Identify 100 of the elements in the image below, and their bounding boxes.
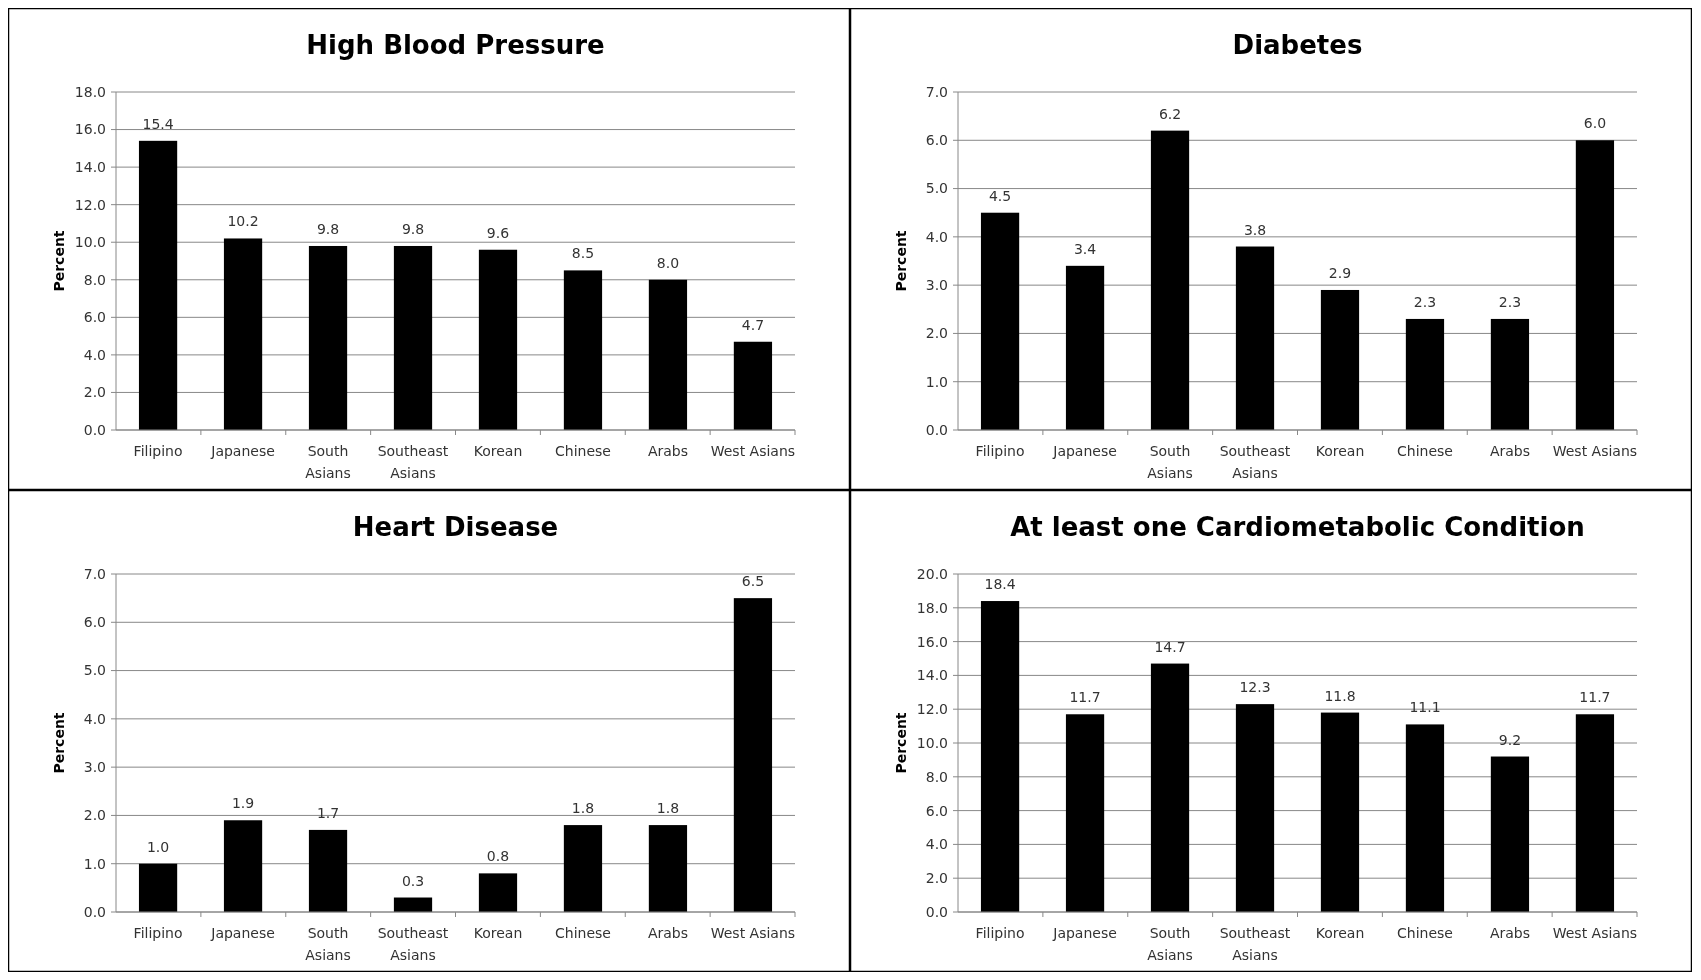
bar xyxy=(393,245,433,430)
chart-title: At least one Cardiometabolic Condition xyxy=(1010,512,1585,542)
x-tick-label: Southeast Asians xyxy=(1219,443,1291,481)
x-tick-label: Filipino xyxy=(975,443,1025,459)
x-tick-label: Filipino xyxy=(975,925,1025,941)
bar xyxy=(1150,130,1190,430)
y-axis-title: Percent xyxy=(893,712,909,774)
chart-title: Heart Disease xyxy=(352,512,559,542)
data-label: 6.0 xyxy=(1583,115,1607,132)
x-tick-label: Japanese xyxy=(210,443,275,459)
y-tick-label: 3.0 xyxy=(83,759,106,776)
bar xyxy=(563,270,603,430)
y-tick-label: 18.0 xyxy=(916,599,948,616)
data-label: 4.5 xyxy=(988,187,1012,204)
data-label: 11.1 xyxy=(1409,699,1441,716)
bar xyxy=(980,212,1020,430)
y-tick-label: 12.0 xyxy=(74,196,106,213)
bar xyxy=(223,238,263,430)
bar xyxy=(980,601,1020,912)
data-label: 3.4 xyxy=(1073,240,1097,257)
y-tick-label: 14.0 xyxy=(74,159,106,176)
data-label: 9.8 xyxy=(316,220,340,237)
bar xyxy=(223,820,263,912)
y-tick-label: 10.0 xyxy=(74,234,106,251)
y-axis-title: Percent xyxy=(51,230,67,292)
data-label: 12.3 xyxy=(1239,679,1271,696)
data-label: 0.3 xyxy=(401,872,425,889)
x-tick-label: Chinese xyxy=(1397,443,1453,459)
x-tick-label: Southeast Asians xyxy=(377,925,449,963)
data-label: 4.7 xyxy=(741,316,765,333)
y-tick-label: 6.0 xyxy=(925,132,948,149)
y-tick-label: 5.0 xyxy=(925,180,948,197)
bar xyxy=(308,829,348,912)
x-tick-label: Chinese xyxy=(1397,925,1453,941)
bar xyxy=(1065,265,1105,430)
x-tick-label: Arabs xyxy=(647,925,688,941)
y-tick-label: 2.0 xyxy=(925,325,948,342)
chart-title: High Blood Pressure xyxy=(306,30,605,60)
data-label: 1.0 xyxy=(146,838,170,855)
bar xyxy=(1235,704,1275,912)
x-tick-label: Chinese xyxy=(555,443,611,459)
data-label: 1.8 xyxy=(571,800,595,817)
x-tick-label: Arabs xyxy=(1489,925,1530,941)
y-tick-label: 2.0 xyxy=(925,870,948,887)
y-tick-label: 7.0 xyxy=(83,565,106,582)
y-tick-label: 5.0 xyxy=(83,662,106,679)
x-tick-label: Chinese xyxy=(555,925,611,941)
bar xyxy=(1065,714,1105,912)
y-tick-label: 3.0 xyxy=(925,277,948,294)
y-tick-label: 0.0 xyxy=(925,421,948,438)
y-tick-label: 1.0 xyxy=(925,373,948,390)
y-tick-label: 6.0 xyxy=(83,309,106,326)
data-label: 10.2 xyxy=(227,213,259,230)
y-tick-label: 18.0 xyxy=(74,83,106,100)
data-label: 0.8 xyxy=(486,848,510,865)
data-label: 9.8 xyxy=(401,220,425,237)
bar xyxy=(1490,318,1530,430)
x-tick-label: Filipino xyxy=(133,443,183,459)
y-axis-title: Percent xyxy=(51,712,67,774)
bar xyxy=(648,279,688,430)
bar xyxy=(1320,712,1360,912)
y-tick-label: 16.0 xyxy=(916,633,948,650)
bar xyxy=(1575,140,1615,430)
x-tick-label: West Asians xyxy=(1552,443,1638,459)
data-label: 1.8 xyxy=(656,800,680,817)
y-tick-label: 12.0 xyxy=(916,701,948,718)
x-tick-label: Japanese xyxy=(1052,925,1117,941)
bar xyxy=(1235,246,1275,430)
y-axis-title: Percent xyxy=(893,230,909,292)
data-label: 11.8 xyxy=(1324,687,1356,704)
chart-title: Diabetes xyxy=(1232,30,1363,60)
x-tick-label: Korean xyxy=(473,925,523,941)
x-tick-label: Arabs xyxy=(1489,443,1530,459)
y-tick-label: 2.0 xyxy=(83,807,106,824)
data-label: 14.7 xyxy=(1154,638,1186,655)
y-tick-label: 10.0 xyxy=(916,734,948,751)
x-tick-label: Japanese xyxy=(1052,443,1117,459)
data-label: 3.8 xyxy=(1243,221,1267,238)
bar xyxy=(308,245,348,430)
bar xyxy=(478,249,518,430)
x-tick-label: Southeast Asians xyxy=(1219,925,1291,963)
x-tick-label: Korean xyxy=(1315,443,1365,459)
bar xyxy=(138,863,178,912)
bar xyxy=(1150,663,1190,912)
x-tick-label: Korean xyxy=(1315,925,1365,941)
data-label: 11.7 xyxy=(1069,689,1101,706)
y-tick-label: 0.0 xyxy=(925,903,948,920)
data-label: 18.4 xyxy=(984,576,1016,593)
y-tick-label: 8.0 xyxy=(83,271,106,288)
x-tick-label: South Asians xyxy=(1147,443,1193,481)
bar xyxy=(733,341,773,430)
x-tick-label: South Asians xyxy=(305,925,351,963)
bar xyxy=(1320,289,1360,430)
x-tick-label: South Asians xyxy=(1147,925,1193,963)
y-tick-label: 0.0 xyxy=(83,421,106,438)
data-label: 2.9 xyxy=(1328,264,1352,281)
x-tick-label: Filipino xyxy=(133,925,183,941)
y-tick-label: 2.0 xyxy=(83,384,106,401)
data-label: 8.5 xyxy=(571,245,595,262)
x-tick-label: Korean xyxy=(473,443,523,459)
